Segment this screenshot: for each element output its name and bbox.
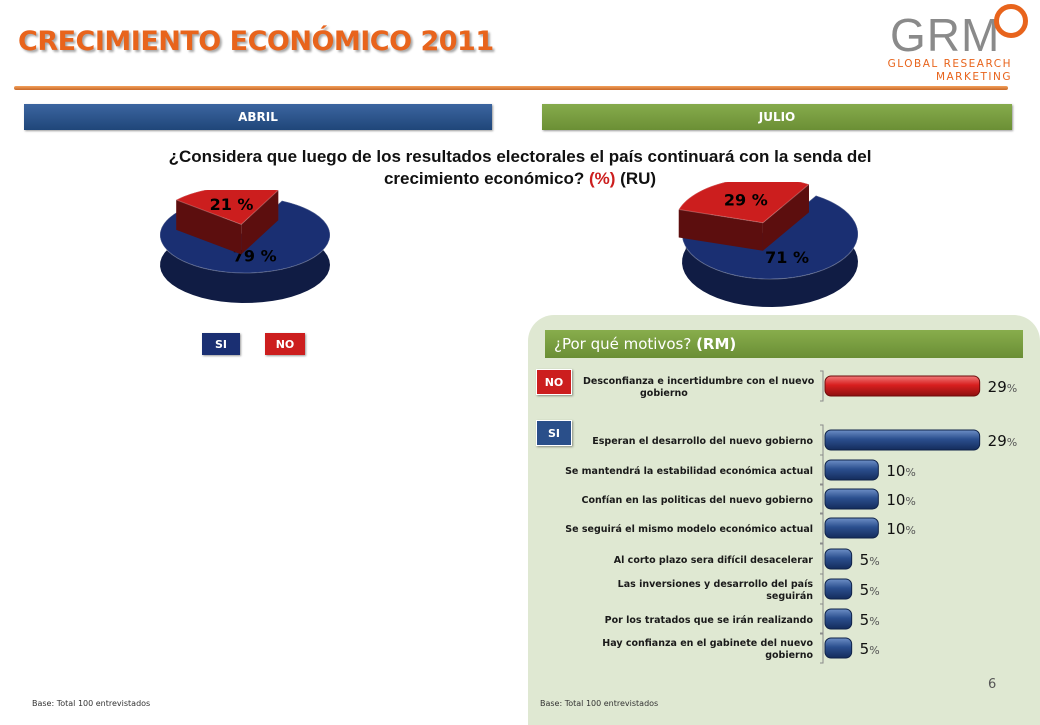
company-logo: GRM [890, 9, 1001, 61]
bar-bracket [820, 483, 824, 515]
pie-chart-abril: 79 %21 % [159, 190, 331, 303]
bar-bracket [820, 454, 824, 486]
motives-header: ¿Por qué motivos? (RM) [545, 330, 1023, 358]
bar [824, 459, 879, 481]
title-underline [14, 86, 1008, 90]
bar [824, 608, 853, 630]
question-line-1: ¿Considera que luego de los resultados e… [168, 147, 872, 166]
question-line-2: crecimiento económico? (%) (RU) [60, 168, 980, 190]
bar-category-label: Al corto plazo sera difícil desacelerar [614, 555, 814, 566]
bar-category-label: Desconfianza e incertidumbre con el nuev… [583, 376, 815, 399]
bar-value-label: 10% [886, 491, 916, 509]
survey-question: ¿Considera que luego de los resultados e… [60, 146, 980, 190]
logo-subtitle: GLOBAL RESEARCH MARKETING [880, 58, 1012, 84]
bar-value-label: 10% [886, 520, 916, 538]
bar-category-label: Confían en las politicas del nuevo gobie… [581, 495, 813, 506]
bar-value-label: 5% [860, 551, 880, 569]
motives-title: ¿Por qué motivos? [554, 335, 692, 353]
pie-label-no: 21 % [210, 195, 254, 214]
bar-value-label: 29% [988, 432, 1018, 450]
bar [824, 517, 879, 539]
question-unit: (%) [588, 169, 616, 188]
logo-ring-icon [994, 4, 1028, 38]
bar-bracket [820, 424, 824, 456]
bar [824, 375, 981, 397]
bar-category-label: Hay confianza en el gabinete del nuevo go… [602, 638, 813, 661]
motives-mode: (RM) [696, 335, 737, 353]
bar [824, 429, 981, 451]
bar-value-label: 10% [886, 462, 916, 480]
bar-bracket [820, 512, 824, 544]
bar-category-label: Se seguirá el mismo modelo económico act… [565, 524, 813, 535]
header-abril: ABRIL [24, 104, 492, 130]
tag-no: NO [536, 369, 572, 395]
bar-bracket [820, 573, 824, 605]
page-title: CRECIMIENTO ECONÓMICO 2011 [18, 26, 494, 57]
bar [824, 488, 879, 510]
header-julio: JULIO [542, 104, 1012, 130]
legend-si: SI [202, 333, 240, 355]
logo-line-2: MARKETING [935, 71, 1012, 83]
bar-bracket [820, 632, 824, 664]
bar-value-label: 29% [988, 378, 1018, 396]
bar [824, 578, 853, 600]
pie-label-si: 71 % [765, 248, 809, 267]
footer-base-left: Base: Total 100 entrevistados [32, 699, 151, 708]
bar-category-label: Las inversiones y desarrollo del país seg… [618, 579, 814, 602]
legend-no: NO [265, 333, 305, 355]
motives-bar-chart: Desconfianza e incertidumbre con el nuev… [565, 370, 1018, 664]
footer-base-right: Base: Total 100 entrevistados [540, 699, 659, 708]
bar-value-label: 5% [860, 611, 880, 629]
pie-slice-no [678, 182, 810, 251]
bar [824, 548, 853, 570]
bar [824, 637, 853, 659]
pie-chart-julio: 71 % 29 % [678, 182, 859, 307]
bar-bracket [820, 543, 824, 575]
tag-si: SI [536, 420, 572, 446]
page-number: 6 [988, 677, 997, 692]
bar-value-label: 5% [860, 640, 880, 658]
bar-category-label: Por los tratados que se irán realizando [605, 615, 814, 626]
pie-label-no: 29 % [724, 191, 768, 210]
logo-line-1: GLOBAL RESEARCH [887, 58, 1012, 70]
bar-bracket [820, 603, 824, 635]
bar-value-label: 5% [860, 581, 880, 599]
question-text-2: crecimiento económico? [383, 169, 585, 188]
bar-category-label: Esperan el desarrollo del nuevo gobierno [592, 436, 813, 447]
bar-bracket [820, 370, 824, 402]
question-mode: (RU) [620, 169, 657, 188]
pie-slice-no [175, 190, 280, 255]
bar-category-label: Se mantendrá la estabilidad económica ac… [565, 466, 813, 477]
